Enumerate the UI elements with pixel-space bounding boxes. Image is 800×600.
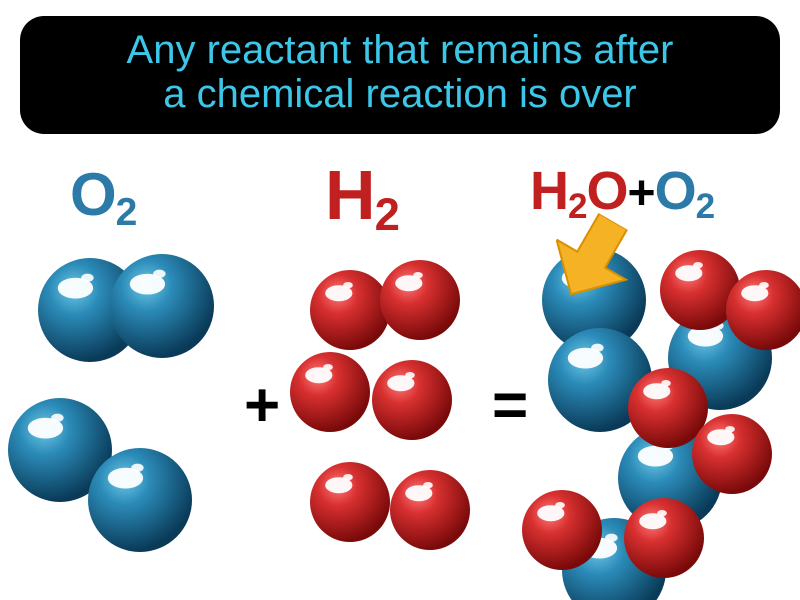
hydrogen-atom (390, 470, 470, 550)
hydrogen-atom (310, 462, 390, 542)
oxygen-atom (88, 448, 192, 552)
hydrogen-atom (522, 490, 602, 570)
hydrogen-atom (310, 270, 390, 350)
hydrogen-atom (628, 368, 708, 448)
hydrogen-atom (624, 498, 704, 578)
molecule-diagram (0, 0, 800, 600)
hydrogen-atom (290, 352, 370, 432)
hydrogen-atom (380, 260, 460, 340)
hydrogen-atom (372, 360, 452, 440)
oxygen-atom (110, 254, 214, 358)
hydrogen-atom (692, 414, 772, 494)
